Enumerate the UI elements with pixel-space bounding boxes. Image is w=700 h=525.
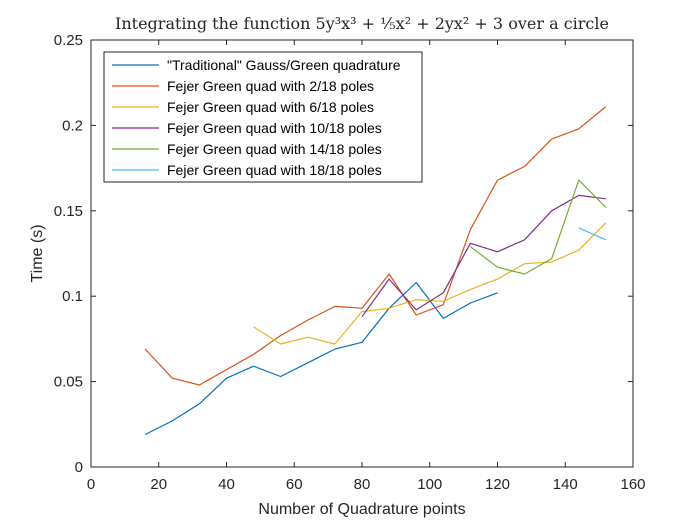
series-line-4 [361,194,606,318]
y-tick-label: 0 [75,459,83,476]
y-tick-label: 0.25 [54,32,83,49]
x-tick-label: 40 [218,476,235,493]
legend-label-6: Fejer Green quad with 18/18 poles [167,162,382,178]
legend-label-4: Fejer Green quad with 10/18 poles [167,120,382,136]
y-tick-label: 0.2 [62,117,83,134]
y-tick-label: 0.1 [62,288,83,305]
y-tick-label: 0.15 [54,203,83,220]
legend-label-5: Fejer Green quad with 14/18 poles [167,141,382,157]
series-line-6 [578,227,607,241]
legend-label-3: Fejer Green quad with 6/18 poles [167,99,374,115]
legend-label-2: Fejer Green quad with 2/18 poles [167,78,374,94]
chart-title: Integrating the function 5y³x³ + ⅕x² + 2… [115,14,609,33]
series-line-1 [144,281,498,436]
legend-box [103,51,423,183]
x-tick-label: 80 [354,476,371,493]
x-tick-label: 60 [286,476,303,493]
y-tick-label: 0.05 [54,374,83,391]
x-axis-label: Number of Quadrature points [258,501,465,518]
ticks-layer: 0 20 40 60 80 100 120 140 160 0 0.05 0.1 0.15 0.2 0.25 [54,32,646,493]
series-line-5 [470,179,607,275]
x-tick-label: 160 [620,476,645,493]
y-axis-label: Time (s) [29,224,46,282]
x-tick-label: 20 [150,476,167,493]
series-line-2 [144,106,607,386]
legend: "Traditional" Gauss/Green quadrature Feje… [103,51,423,183]
x-tick-label: 100 [417,476,442,493]
x-tick-label: 0 [87,476,95,493]
series-layer [144,106,607,436]
x-tick-label: 140 [553,476,578,493]
x-tick-label: 120 [485,476,510,493]
legend-label-1: "Traditional" Gauss/Green quadrature [167,57,401,73]
series-line-3 [253,222,607,345]
